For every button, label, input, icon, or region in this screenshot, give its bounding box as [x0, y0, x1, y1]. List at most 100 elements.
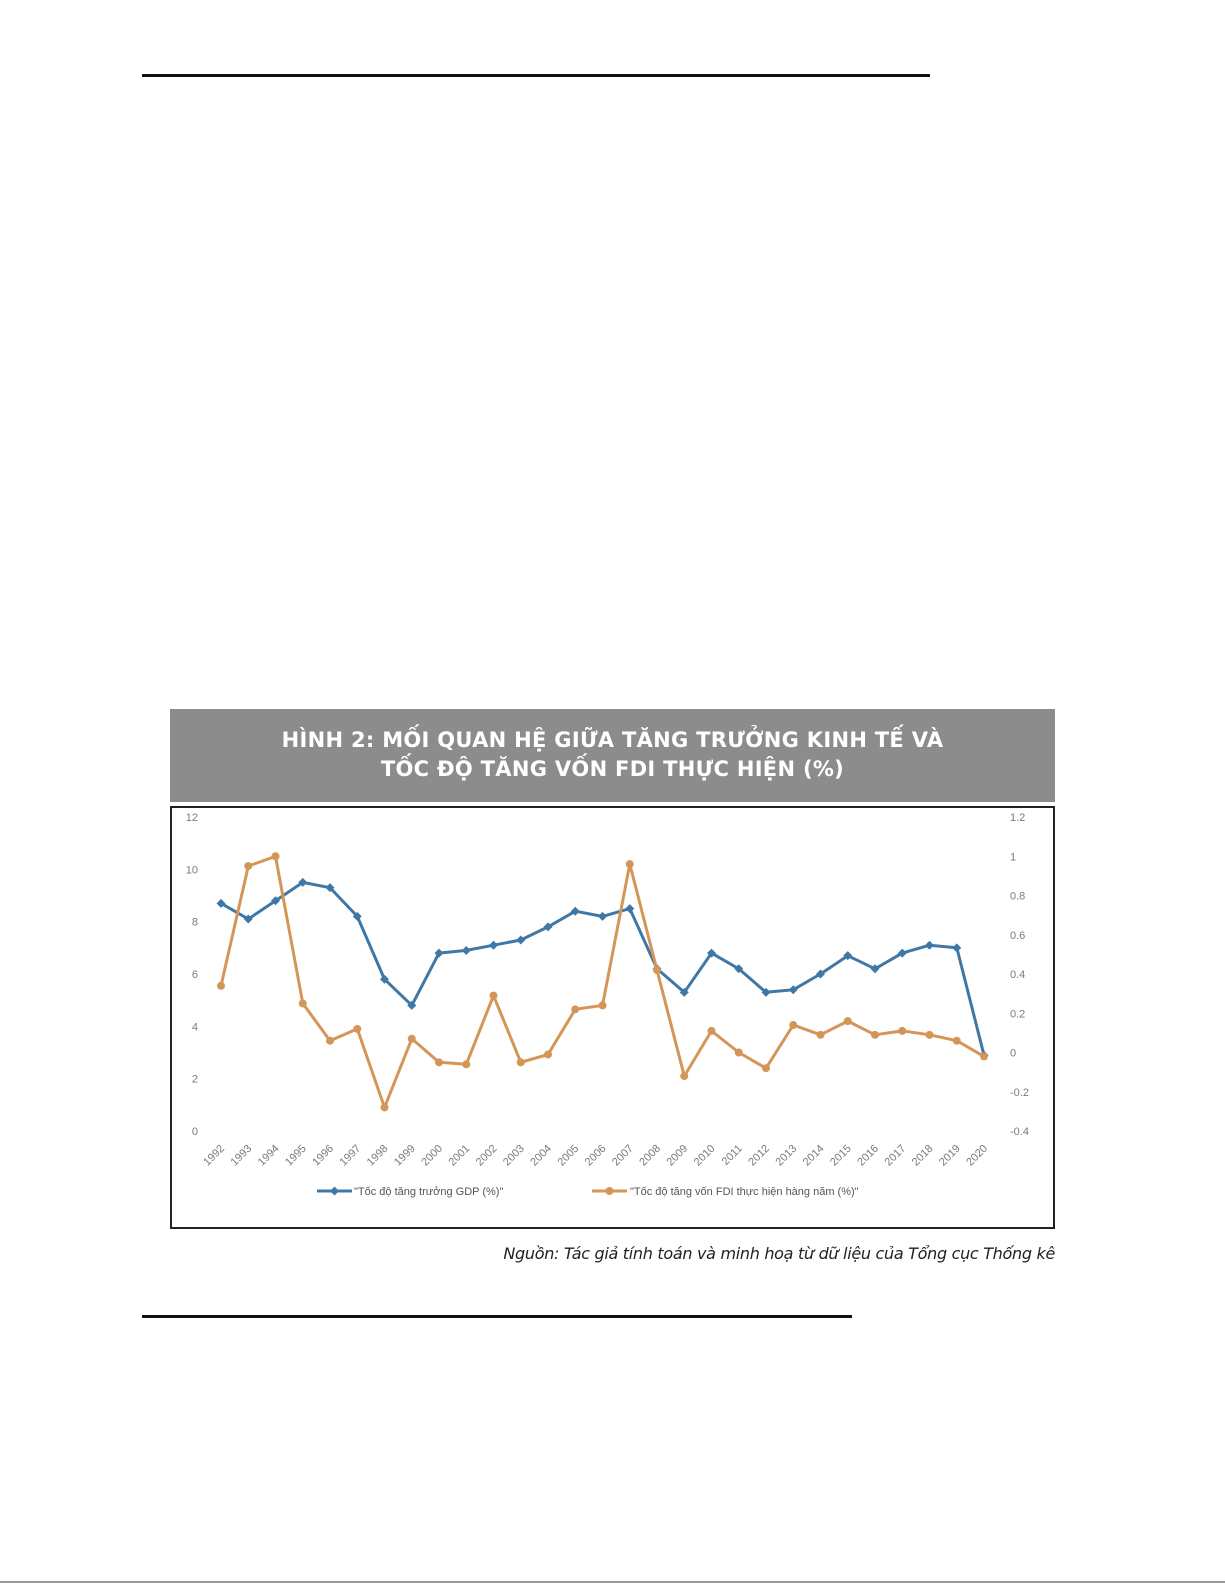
y-left-tick-label: 6 [192, 969, 198, 981]
gdp-point [598, 911, 607, 921]
figure-title-line-2: TỐC ĐỘ TĂNG VỐN FDI THỰC HIỆN (%) [380, 757, 845, 781]
x-tick-label: 2003 [501, 1143, 527, 1169]
gdp-point [925, 940, 934, 950]
x-tick-label: 2013 [774, 1143, 800, 1169]
fdi-point [435, 1058, 443, 1067]
fdi-point [653, 966, 661, 975]
x-tick-label: 2017 [883, 1143, 909, 1169]
fdi-point [598, 1001, 607, 1010]
gdp-point [407, 1000, 417, 1010]
fdi-point [734, 1048, 743, 1057]
gdp-point [625, 904, 635, 914]
x-tick-label: 2015 [828, 1143, 854, 1169]
gdp-point [461, 945, 471, 955]
legend-marker [330, 1186, 339, 1196]
fdi-point [898, 1026, 907, 1035]
x-tick-label: 2014 [801, 1143, 827, 1169]
x-tick-label: 1992 [201, 1143, 227, 1169]
x-tick-label: 2009 [665, 1143, 691, 1169]
x-tick-label: 2016 [855, 1143, 881, 1169]
legend-label: "Tốc độ tăng trưởng GDP (%)" [354, 1186, 503, 1198]
fdi-point [353, 1024, 362, 1033]
gdp-point [216, 898, 226, 908]
gdp-point [380, 974, 389, 984]
fdi-point [952, 1036, 961, 1045]
fdi-point [271, 852, 280, 861]
y-right-tick-label: 0.6 [1010, 930, 1025, 942]
y-right-tick-label: 0.4 [1010, 969, 1025, 981]
gdp-point [843, 951, 853, 961]
gdp-point [243, 914, 253, 924]
x-tick-label: 2001 [447, 1143, 473, 1169]
fdi-point [244, 862, 253, 871]
fdi-point [625, 860, 634, 869]
fdi-point [298, 999, 307, 1008]
x-tick-label: 2006 [583, 1143, 609, 1169]
x-tick-label: 1998 [365, 1143, 391, 1169]
x-tick-label: 1996 [310, 1143, 336, 1169]
x-tick-label: 1994 [256, 1143, 282, 1169]
fdi-point [871, 1030, 879, 1039]
gdp-point [707, 948, 716, 958]
gdp-point [952, 943, 962, 953]
fdi-point [816, 1030, 825, 1039]
chart-frame: 0 2 4 6 8 10 12 -0.4 -0.2 0 0.2 0.4 0.6 0.8 1 1.2 1992 19… [170, 806, 1055, 1229]
gdp-point [870, 964, 880, 974]
y-left-tick-label: 10 [186, 864, 198, 876]
figure-title-banner: HÌNH 2: MỐI QUAN HỆ GIỮA TĂNG TRƯỞNG KIN… [170, 709, 1055, 802]
top-rule [142, 74, 930, 77]
y-left-tick-label: 2 [192, 1074, 198, 1086]
y-right-tick-label: 0.2 [1010, 1008, 1025, 1020]
y-right-tick-label: 1.2 [1010, 812, 1025, 824]
bottom-rule [142, 1315, 852, 1318]
x-tick-label: 1999 [392, 1143, 418, 1169]
y-left-tick-label: 12 [186, 812, 198, 824]
fdi-point [707, 1026, 716, 1035]
fdi-point [789, 1021, 798, 1030]
gdp-point [788, 985, 798, 995]
fdi-point [516, 1058, 525, 1067]
fdi-point [762, 1064, 770, 1073]
y-right-tick-label: 0.8 [1010, 891, 1025, 903]
fdi-point [489, 991, 498, 1000]
y-right-tick-label: -0.2 [1010, 1087, 1029, 1099]
gdp-point [816, 969, 825, 979]
x-tick-label: 1995 [283, 1143, 309, 1169]
y-right-tick-label: 0 [1010, 1048, 1016, 1060]
gdp-point [543, 922, 553, 932]
x-tick-label: 2005 [556, 1143, 582, 1169]
legend-marker [605, 1187, 614, 1195]
gdp-point [352, 911, 362, 921]
x-tick-label: 2019 [937, 1143, 963, 1169]
gdp-point [761, 987, 771, 997]
gdp-point [325, 883, 335, 893]
x-tick-label: 2000 [419, 1143, 445, 1169]
figure-title-line-1: HÌNH 2: MỐI QUAN HỆ GIỮA TĂNG TRƯỞNG KIN… [281, 728, 944, 752]
y-left-tick-label: 8 [192, 917, 198, 929]
fdi-point [380, 1103, 389, 1112]
fdi-point [843, 1017, 852, 1026]
gdp-point [570, 906, 580, 916]
fdi-point [680, 1072, 689, 1081]
x-tick-label: 2002 [474, 1143, 500, 1169]
legend-label: "Tốc độ tăng vốn FDI thực hiện hàng năm … [630, 1186, 859, 1198]
x-tick-label: 2012 [746, 1143, 772, 1169]
gdp-point [298, 877, 308, 887]
fdi-point [326, 1036, 334, 1045]
gdp-point [897, 948, 907, 958]
source-note: Nguồn: Tác giả tính toán và minh hoạ từ … [503, 1244, 1055, 1263]
x-tick-label: 1997 [338, 1143, 364, 1169]
fdi-point [544, 1050, 552, 1059]
gdp-point [679, 987, 689, 997]
gdp-point [271, 896, 280, 906]
fdi-point [462, 1060, 471, 1069]
series-line-gdp [219, 880, 986, 1057]
y-left-tick-label: 4 [192, 1021, 198, 1033]
x-tick-label: 2011 [720, 1143, 745, 1168]
fdi-point [217, 981, 225, 990]
x-tick-label: 2020 [964, 1143, 990, 1169]
x-tick-label: 2007 [610, 1143, 636, 1169]
x-tick-label: 2010 [692, 1143, 718, 1169]
x-tick-label: 2018 [910, 1143, 936, 1169]
